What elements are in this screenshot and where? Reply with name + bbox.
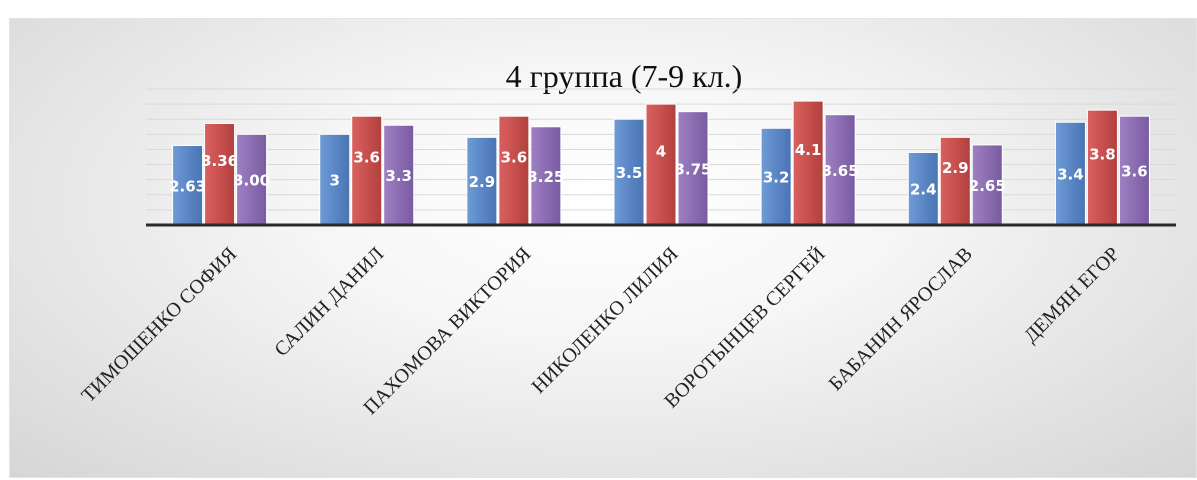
- category-label: ДЕМЯН ЕГОР: [1020, 243, 1124, 347]
- data-label: 3.3: [385, 167, 412, 185]
- bar: [1086, 109, 1118, 226]
- bar: [530, 126, 562, 226]
- data-label: 2.65: [969, 177, 1006, 195]
- category-label: НИКОЛЕНКО ЛИЛИЯ: [528, 243, 683, 398]
- chart-area: 4 группа (7-9 кл.) 2.63 3.36 3.00 3 3.6 3.3 2.…: [9, 18, 1197, 478]
- bar: [204, 122, 236, 226]
- bar: [792, 100, 824, 226]
- bar: [172, 145, 204, 226]
- data-label: 3.4: [1057, 166, 1084, 184]
- data-label: 3.6: [1121, 163, 1148, 181]
- category-label: ТИМОШЕНКО СОФИЯ: [77, 243, 241, 407]
- bar: [645, 103, 677, 226]
- data-label: 3.6: [353, 149, 380, 167]
- data-label: 3.00: [233, 172, 270, 190]
- data-label: 2.63: [169, 177, 206, 195]
- bar: [907, 151, 939, 226]
- data-label: 2.4: [910, 181, 937, 199]
- bar: [760, 127, 792, 226]
- data-label: 2.9: [469, 173, 496, 191]
- category-label: САЛИН ДАНИЛ: [270, 243, 388, 361]
- bar: [1118, 115, 1150, 226]
- bar: [613, 118, 645, 226]
- data-label: 3.75: [674, 160, 711, 178]
- data-label: 3.2: [763, 169, 790, 187]
- data-label: 3.36: [201, 152, 238, 170]
- category-label: ВОРОТЫНЦЕВ СЕРГЕЙ: [660, 242, 830, 412]
- data-label: 4: [656, 143, 666, 161]
- data-label: 3.6: [501, 149, 528, 167]
- bar: [498, 115, 530, 226]
- bar: [319, 133, 351, 226]
- bar: [236, 133, 268, 226]
- bar: [1054, 121, 1086, 226]
- category-label: БАБАНИН ЯРОСЛАВ: [825, 243, 977, 395]
- bar: [939, 136, 971, 226]
- bar: [677, 111, 709, 226]
- chart-title: 4 группа (7-9 кл.): [506, 58, 743, 94]
- data-label: 3.25: [527, 168, 564, 186]
- bar-chart: 4 группа (7-9 кл.) 2.63 3.36 3.00 3 3.6 3.3 2.…: [77, 58, 1176, 419]
- data-label: 4.1: [795, 141, 822, 159]
- data-label: 3: [329, 172, 339, 190]
- bar: [971, 144, 1003, 226]
- bar: [824, 114, 856, 226]
- category-label: ПАХОМОВА ВИКТОРИЯ: [359, 243, 535, 419]
- data-label: 3.8: [1089, 146, 1116, 164]
- data-label: 2.9: [942, 159, 969, 177]
- bar: [466, 136, 498, 226]
- bars: 2.633.363.00 33.63.3 2.93.63.25 3.543.75 3.2…: [169, 100, 1150, 226]
- data-label: 3.5: [616, 164, 643, 182]
- bar: [351, 115, 383, 226]
- data-label: 3.65: [822, 162, 859, 180]
